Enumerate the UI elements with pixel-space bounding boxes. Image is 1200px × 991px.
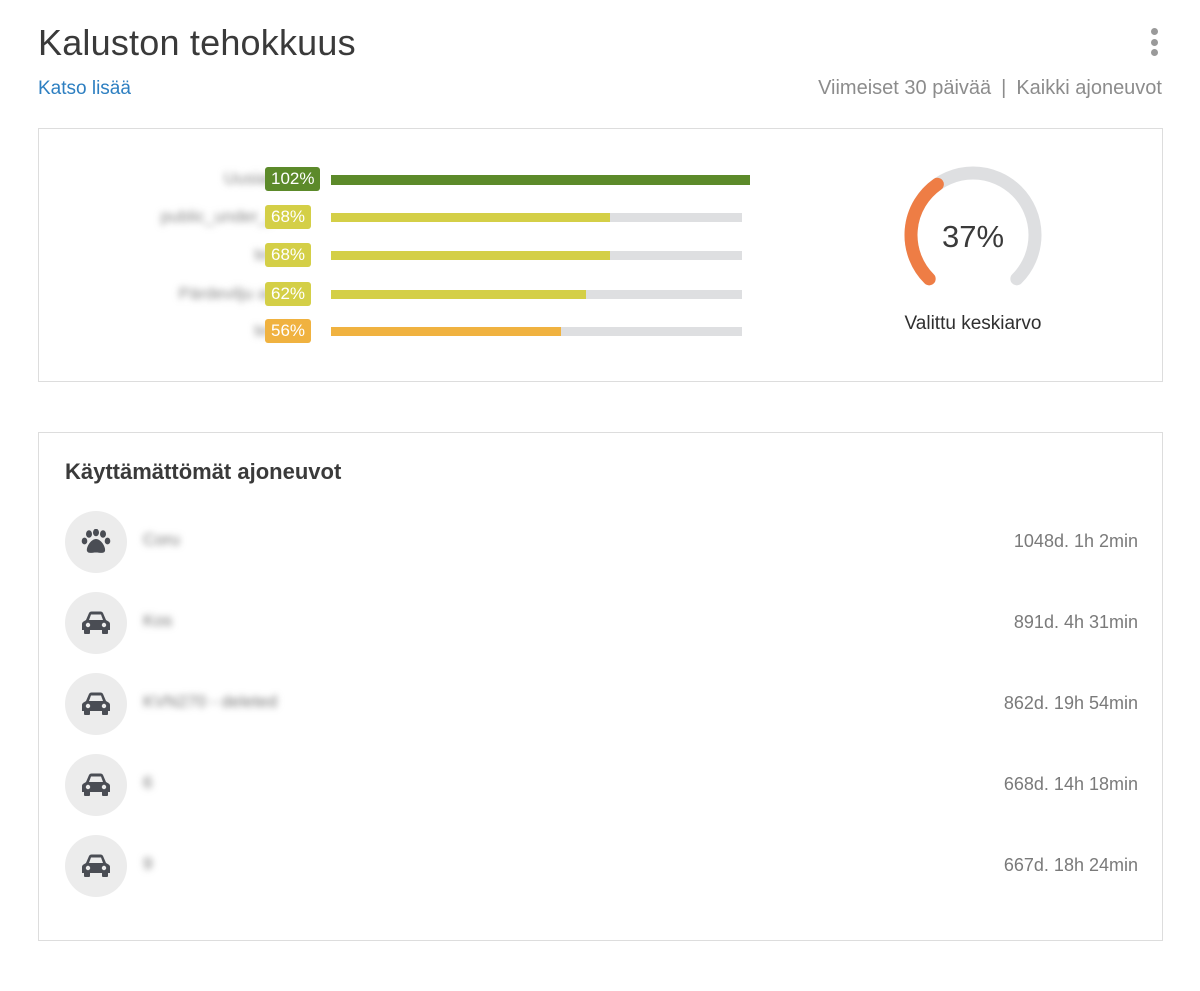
bar-track — [331, 251, 742, 260]
vehicle-avatar — [65, 673, 127, 735]
see-more-link[interactable]: Katso lisää — [38, 78, 131, 99]
efficiency-bar-row[interactable]: public_under_p... 68% — [39, 205, 799, 229]
idle-vehicle-row[interactable]: KVN270 - deleted 862d. 19h 54min — [39, 673, 1164, 737]
bar-track — [331, 213, 742, 222]
idle-duration: 891d. 4h 31min — [1013, 612, 1138, 632]
bar-percent-badge: 56% — [265, 319, 312, 343]
efficiency-bar-row[interactable]: test2 56% — [39, 319, 799, 343]
vehicle-name: Kos — [143, 611, 173, 630]
bar-fill — [331, 251, 611, 260]
paw-icon — [81, 529, 111, 553]
gauge-value: 37% — [941, 219, 1005, 254]
filter-separator: | — [1001, 77, 1007, 99]
efficiency-bar-row[interactable]: test3 68% — [39, 243, 799, 267]
bar-fill — [331, 290, 586, 299]
bar-percent-badge: 62% — [265, 282, 312, 306]
efficiency-bar-row[interactable]: Uusiauto 102% — [39, 167, 799, 191]
bar-percent-badge: 68% — [265, 205, 312, 229]
gauge-arc — [904, 177, 944, 286]
vehicle-name: 9 — [143, 854, 153, 873]
idle-duration: 668d. 14h 18min — [1003, 774, 1138, 794]
idle-duration: 1048d. 1h 2min — [1013, 531, 1138, 551]
bar-track — [331, 327, 742, 336]
idle-vehicles-title: Käyttämättömät ajoneuvot — [65, 459, 342, 484]
idle-duration: 862d. 19h 54min — [1003, 693, 1138, 713]
vehicle-name: Coru — [143, 530, 180, 549]
vehicle-avatar — [65, 835, 127, 897]
bar-vehicle-name: Pärdevilju auto — [178, 284, 291, 303]
car-icon — [82, 692, 110, 715]
vehicle-name: KVN270 - deleted — [143, 692, 278, 711]
idle-vehicle-row[interactable]: Kos 891d. 4h 31min — [39, 592, 1164, 656]
car-icon — [82, 854, 110, 877]
idle-vehicle-row[interactable]: 6 668d. 14h 18min — [39, 754, 1164, 818]
idle-duration: 667d. 18h 24min — [1003, 855, 1138, 875]
period-filter[interactable]: Viimeiset 30 päivää — [818, 77, 992, 99]
bar-fill — [331, 174, 751, 185]
efficiency-bar-row[interactable]: Pärdevilju auto 62% — [39, 282, 799, 306]
car-icon — [82, 773, 110, 796]
bar-percent-badge: 102% — [265, 167, 321, 191]
page-title: Kaluston tehokkuus — [38, 22, 356, 63]
bar-track — [331, 290, 742, 299]
idle-vehicle-row[interactable]: 9 667d. 18h 24min — [39, 835, 1164, 899]
vehicle-name: 6 — [143, 773, 153, 792]
car-icon — [82, 611, 110, 634]
vehicle-avatar — [65, 754, 127, 816]
efficiency-card: Uusiauto 102% public_under_p... 68% test… — [38, 128, 1163, 382]
vehicle-filter[interactable]: Kaikki ajoneuvot — [1016, 77, 1162, 99]
idle-vehicles-card: Käyttämättömät ajoneuvot Coru 1048d. 1h … — [38, 432, 1163, 941]
bar-percent-badge: 68% — [265, 243, 312, 267]
idle-vehicle-row[interactable]: Coru 1048d. 1h 2min — [39, 511, 1164, 575]
bar-vehicle-name: public_under_p... — [160, 207, 291, 226]
bar-track — [331, 174, 751, 185]
vehicle-avatar — [65, 511, 127, 573]
vehicle-avatar — [65, 592, 127, 654]
average-gauge — [904, 166, 1042, 286]
bar-fill — [331, 327, 562, 336]
filter-bar: Viimeiset 30 päivää | Kaikki ajoneuvot — [818, 77, 1162, 100]
gauge-caption: Valittu keskiarvo — [904, 313, 1042, 334]
more-options-icon[interactable] — [1140, 26, 1168, 58]
bar-fill — [331, 213, 611, 222]
